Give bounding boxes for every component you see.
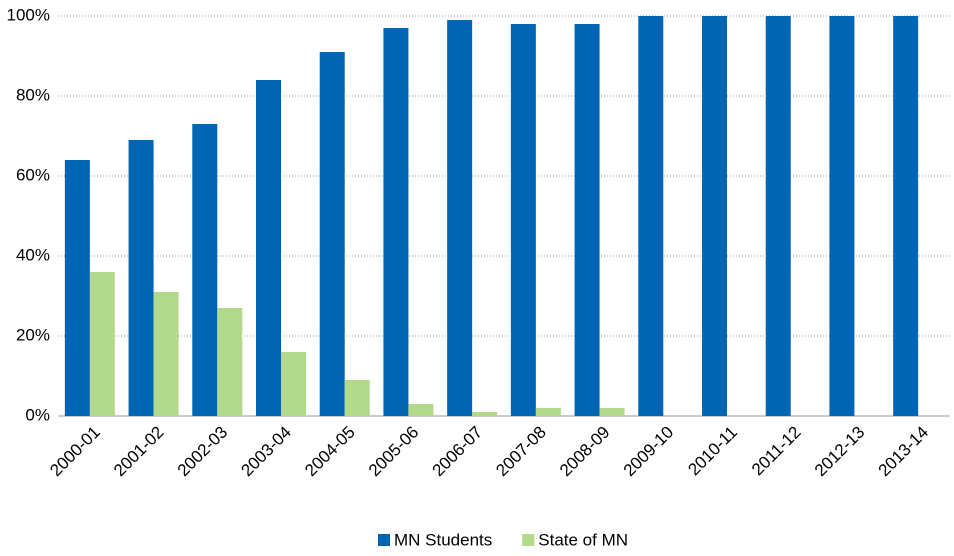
bar <box>472 412 498 416</box>
x-tick-label: 2007-08 <box>492 423 550 481</box>
bar <box>599 408 625 416</box>
x-tick-label: 2008-09 <box>556 423 614 481</box>
bar <box>89 272 115 416</box>
bar <box>64 160 90 416</box>
x-tick-label: 2006-07 <box>429 423 487 481</box>
x-tick-label: 2011-12 <box>748 423 805 480</box>
bar <box>893 16 919 416</box>
x-tick-label: 2004-05 <box>301 423 359 481</box>
x-tick-label: 2002-03 <box>174 423 232 481</box>
bar <box>319 52 345 416</box>
bar <box>192 124 218 416</box>
x-tick-label: 2013-14 <box>875 423 933 481</box>
bar <box>256 80 281 416</box>
y-tick-label: 40% <box>16 245 50 264</box>
y-tick-label: 20% <box>16 325 50 344</box>
bar <box>574 24 600 416</box>
y-tick-label: 80% <box>16 85 50 104</box>
bar <box>344 380 370 416</box>
x-tick-label: 2005-06 <box>365 423 423 481</box>
y-tick-label: 100% <box>7 5 50 24</box>
bar <box>153 292 179 416</box>
x-tick-label: 2000-01 <box>46 423 104 481</box>
bar <box>383 28 409 416</box>
y-tick-label: 0% <box>25 405 50 424</box>
legend-label: State of MN <box>538 530 628 549</box>
y-tick-label: 60% <box>16 165 50 184</box>
legend-swatch <box>378 534 390 546</box>
legend-label: MN Students <box>394 530 492 549</box>
bar <box>128 140 154 416</box>
bar <box>408 404 434 416</box>
x-tick-label: 2010-11 <box>684 423 741 480</box>
bar <box>447 20 473 416</box>
bar <box>510 24 536 416</box>
x-tick-label: 2001-02 <box>110 423 168 481</box>
bar <box>829 16 855 416</box>
x-tick-label: 2009-10 <box>620 423 678 481</box>
bar <box>702 16 727 416</box>
legend-swatch <box>522 534 535 546</box>
bar <box>638 16 664 416</box>
x-tick-label: 2012-13 <box>811 423 869 481</box>
bar <box>217 308 243 416</box>
x-tick-label: 2003-04 <box>237 423 295 481</box>
bar <box>535 408 561 416</box>
bar <box>281 352 306 416</box>
bar <box>765 16 791 416</box>
